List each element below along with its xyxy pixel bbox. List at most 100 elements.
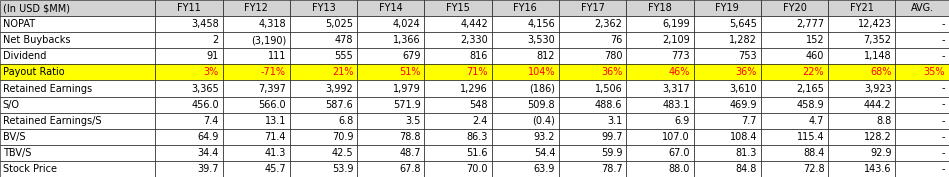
Text: 3%: 3%	[203, 67, 218, 77]
Text: 78.8: 78.8	[400, 132, 420, 142]
Bar	[289, 16, 357, 32]
Text: 45.7: 45.7	[265, 164, 286, 174]
Text: 92.9: 92.9	[870, 148, 892, 158]
Bar	[694, 48, 761, 64]
Bar	[559, 81, 626, 96]
Bar	[694, 96, 761, 113]
Bar	[761, 129, 828, 145]
Bar	[156, 64, 222, 81]
Text: 88.4: 88.4	[803, 148, 825, 158]
Text: 509.8: 509.8	[528, 100, 555, 110]
Text: 42.5: 42.5	[332, 148, 353, 158]
Text: 773: 773	[671, 51, 690, 61]
Bar	[559, 113, 626, 129]
Bar	[156, 129, 222, 145]
Bar	[559, 16, 626, 32]
Bar	[0, 161, 156, 177]
Text: 51.6: 51.6	[466, 148, 488, 158]
Bar	[492, 64, 559, 81]
Text: 63.9: 63.9	[534, 164, 555, 174]
Bar	[761, 48, 828, 64]
Bar	[0, 81, 156, 96]
Bar	[694, 113, 761, 129]
Bar	[357, 48, 424, 64]
Text: 4,156: 4,156	[528, 19, 555, 29]
Text: 2,777: 2,777	[796, 19, 825, 29]
Text: 566.0: 566.0	[258, 100, 286, 110]
Text: FY17: FY17	[581, 3, 605, 13]
Text: S/O: S/O	[3, 100, 20, 110]
Bar	[559, 0, 626, 16]
Text: 108.4: 108.4	[730, 132, 757, 142]
Text: 36%: 36%	[601, 67, 623, 77]
Text: FY13: FY13	[311, 3, 335, 13]
Text: 13.1: 13.1	[265, 116, 286, 126]
Bar	[559, 96, 626, 113]
Bar	[761, 96, 828, 113]
Bar	[761, 113, 828, 129]
Bar	[694, 161, 761, 177]
Bar	[492, 113, 559, 129]
Bar	[0, 64, 156, 81]
Text: 41.3: 41.3	[265, 148, 286, 158]
Bar	[828, 161, 896, 177]
Text: 3,923: 3,923	[864, 84, 892, 93]
Text: 86.3: 86.3	[467, 132, 488, 142]
Text: 71.4: 71.4	[265, 132, 286, 142]
Bar	[828, 0, 896, 16]
Bar	[222, 32, 289, 48]
Text: 4.7: 4.7	[809, 116, 825, 126]
Bar	[222, 161, 289, 177]
Bar	[222, 0, 289, 16]
Text: 34.4: 34.4	[197, 148, 218, 158]
Text: 5,025: 5,025	[326, 19, 353, 29]
Text: 91: 91	[207, 51, 218, 61]
Text: 3,610: 3,610	[730, 84, 757, 93]
Text: 76: 76	[610, 35, 623, 45]
Text: 7.4: 7.4	[203, 116, 218, 126]
Text: FY15: FY15	[446, 3, 470, 13]
Text: 8.8: 8.8	[877, 116, 892, 126]
Bar	[828, 64, 896, 81]
Text: 816: 816	[470, 51, 488, 61]
Text: 7,352: 7,352	[864, 35, 892, 45]
Bar	[694, 0, 761, 16]
Bar	[222, 16, 289, 32]
Text: 2,165: 2,165	[796, 84, 825, 93]
Bar	[694, 81, 761, 96]
Text: 54.4: 54.4	[533, 148, 555, 158]
Bar	[492, 81, 559, 96]
Text: BV/S: BV/S	[3, 132, 26, 142]
Text: 555: 555	[335, 51, 353, 61]
Text: 21%: 21%	[332, 67, 353, 77]
Bar	[828, 129, 896, 145]
Text: 4,318: 4,318	[258, 19, 286, 29]
Text: 753: 753	[738, 51, 757, 61]
Bar	[0, 16, 156, 32]
Bar	[492, 129, 559, 145]
Text: -: -	[941, 35, 945, 45]
Text: NOPAT: NOPAT	[3, 19, 35, 29]
Text: 67.0: 67.0	[668, 148, 690, 158]
Text: FY14: FY14	[379, 3, 402, 13]
Bar	[896, 48, 949, 64]
Text: 53.9: 53.9	[332, 164, 353, 174]
Text: Payout Ratio: Payout Ratio	[3, 67, 65, 77]
Bar	[896, 16, 949, 32]
Text: FY16: FY16	[513, 3, 537, 13]
Bar	[828, 48, 896, 64]
Bar	[492, 145, 559, 161]
Text: -: -	[941, 51, 945, 61]
Bar	[156, 96, 222, 113]
Bar	[222, 48, 289, 64]
Bar	[289, 161, 357, 177]
Bar	[424, 64, 492, 81]
Bar	[828, 16, 896, 32]
Text: 107.0: 107.0	[662, 132, 690, 142]
Text: 469.9: 469.9	[730, 100, 757, 110]
Text: 6.8: 6.8	[338, 116, 353, 126]
Text: 81.3: 81.3	[735, 148, 757, 158]
Bar	[424, 81, 492, 96]
Bar	[222, 145, 289, 161]
Text: 1,296: 1,296	[460, 84, 488, 93]
